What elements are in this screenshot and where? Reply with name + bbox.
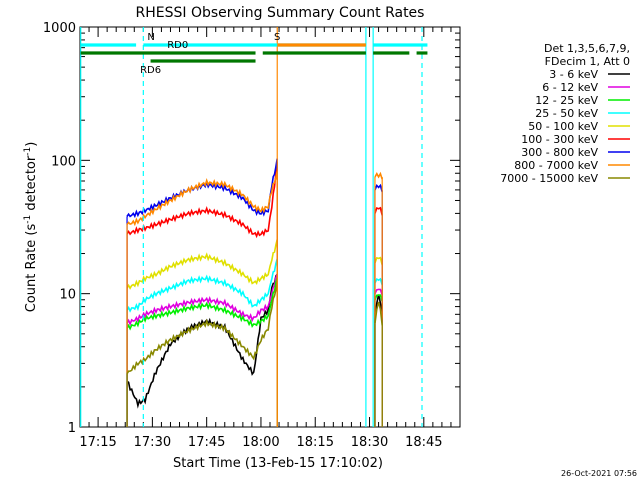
y-axis-label: Count Rate (s-1 detector-1) xyxy=(23,142,39,313)
flag-label: N xyxy=(147,32,154,43)
x-axis: 17:15 17:30 17:45 18:00 18:15 18:30 18:45 xyxy=(79,27,452,450)
legend-header: FDecim 1, Att 0 xyxy=(545,55,630,68)
series-line xyxy=(374,288,383,296)
series-line xyxy=(374,294,383,302)
series-line xyxy=(374,277,383,286)
legend: Det 1,3,5,6,7,9,FDecim 1, Att 03 - 6 keV… xyxy=(500,42,630,185)
x-tick-label: 18:15 xyxy=(297,435,334,450)
series-line xyxy=(374,301,383,326)
x-tick-label: 18:00 xyxy=(242,435,279,450)
series-line xyxy=(126,273,278,409)
y-axis: 1 10 100 1000 xyxy=(43,21,460,436)
footer-date: 26-Oct-2021 07:56 xyxy=(561,469,637,478)
x-tick-label: 18:45 xyxy=(405,435,442,450)
series-line xyxy=(126,258,278,313)
series-line xyxy=(126,161,278,239)
series-line xyxy=(374,171,383,180)
y-tick-label: 10 xyxy=(59,288,76,303)
x-tick-label: 17:15 xyxy=(79,435,116,450)
legend-item-label: 3 - 6 keV xyxy=(549,68,598,81)
x-tick-label: 18:30 xyxy=(351,435,388,450)
flag-label: RD6 xyxy=(140,65,161,76)
series-line xyxy=(126,280,278,375)
series-line xyxy=(126,171,278,227)
flag-label: RD0 xyxy=(167,40,188,51)
flag-bars: N S RD0 RD6 xyxy=(80,32,428,76)
legend-item-label: 800 - 7000 keV xyxy=(514,159,598,172)
series-line xyxy=(126,277,278,331)
legend-item-label: 12 - 25 keV xyxy=(535,94,598,107)
chart-title: RHESSI Observing Summary Count Rates xyxy=(136,5,425,21)
legend-item-label: 50 - 100 keV xyxy=(528,120,598,133)
series-line xyxy=(374,183,383,193)
legend-item-label: 7000 - 15000 keV xyxy=(500,172,598,185)
y-tick-label: 1 xyxy=(68,421,76,436)
legend-item-label: 300 - 800 keV xyxy=(521,146,598,159)
series-line xyxy=(374,206,383,216)
series-line xyxy=(126,273,278,327)
x-axis-label: Start Time (13-Feb-15 17:10:02) xyxy=(173,456,383,471)
legend-item-label: 25 - 50 keV xyxy=(535,107,598,120)
series-line xyxy=(126,239,278,290)
legend-header: Det 1,3,5,6,7,9, xyxy=(544,42,630,55)
legend-item-label: 100 - 300 keV xyxy=(521,133,598,146)
y-tick-label: 1000 xyxy=(43,21,76,36)
series-line xyxy=(374,256,383,266)
y-tick-label: 100 xyxy=(51,154,76,169)
legend-item-label: 6 - 12 keV xyxy=(542,81,598,94)
vertical-lines xyxy=(80,27,423,427)
x-tick-label: 17:45 xyxy=(188,435,225,450)
x-tick-label: 17:30 xyxy=(134,435,171,450)
flag-label: S xyxy=(274,32,280,43)
